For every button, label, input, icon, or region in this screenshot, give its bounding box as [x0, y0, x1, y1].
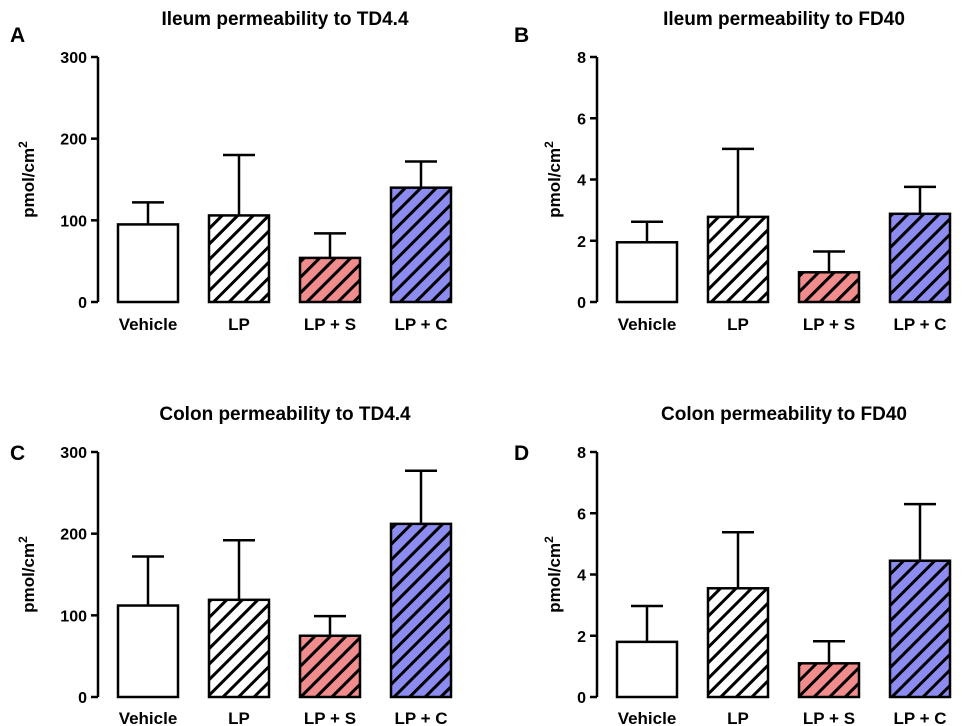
- y-axis-label-text: pmol/cm: [545, 148, 564, 218]
- bar-lp-c: [389, 186, 453, 304]
- panel-c: C Colon permeability to TD4.4 pmol/cm2 0 100…: [10, 404, 453, 726]
- y-tick-label: 300: [60, 445, 87, 462]
- bar-lp-s: [298, 256, 362, 304]
- x-category-label: LP + C: [394, 315, 447, 334]
- y-tick-label: 0: [78, 690, 87, 707]
- y-tick-label: 200: [60, 527, 87, 544]
- x-category-label: Vehicle: [618, 709, 677, 726]
- panel-letter: A: [10, 24, 25, 47]
- x-category-label: Vehicle: [119, 315, 178, 334]
- panel-letter: C: [10, 442, 25, 465]
- bar-vehicle: [615, 640, 679, 699]
- y-axis-label: pmol/cm2: [542, 141, 564, 218]
- y-tick-label: 4: [577, 173, 586, 190]
- y-axis-label-text: pmol/cm: [19, 543, 38, 613]
- bar-lp-s: [797, 271, 861, 304]
- panel-letter: B: [514, 24, 529, 47]
- y-axis-label-superscript: 2: [16, 536, 30, 543]
- bar-lp-c: [389, 522, 453, 699]
- bar-lp: [706, 587, 770, 699]
- chart-title: Colon permeability to TD4.4: [159, 404, 411, 425]
- x-category-label: Vehicle: [618, 315, 677, 334]
- y-tick-label: 6: [577, 111, 586, 128]
- y-axis-label-text: pmol/cm: [545, 543, 564, 613]
- x-category-label: LP: [228, 709, 250, 726]
- x-category-label: LP + S: [803, 709, 855, 726]
- y-tick-label: 300: [60, 50, 87, 67]
- bar-vehicle: [615, 241, 679, 304]
- y-tick-label: 2: [577, 629, 586, 646]
- bar-lp-s: [298, 634, 362, 699]
- y-tick-label: 2: [577, 234, 586, 251]
- y-axis-label: pmol/cm2: [16, 536, 38, 613]
- bar-vehicle: [116, 223, 180, 304]
- x-category-label: LP: [727, 315, 749, 334]
- x-category-label: LP + S: [304, 315, 356, 334]
- y-tick-label: 4: [577, 568, 586, 585]
- y-tick-label: 100: [60, 608, 87, 625]
- y-tick-label: 8: [577, 50, 586, 67]
- x-category-label: LP: [727, 709, 749, 726]
- y-axis-label-text: pmol/cm: [19, 148, 38, 218]
- chart-title: Ileum permeability to TD4.4: [161, 9, 408, 30]
- y-axis-label-superscript: 2: [16, 141, 30, 148]
- y-tick-label: 0: [577, 690, 586, 707]
- y-tick-label: 0: [577, 295, 586, 312]
- panel-a: A Ileum permeability to TD4.4 pmol/cm2 0 100…: [10, 9, 453, 334]
- x-category-label: LP + S: [304, 709, 356, 726]
- y-tick-label: 0: [78, 295, 87, 312]
- bar-vehicle: [116, 604, 180, 699]
- panel-letter: D: [514, 442, 529, 465]
- bar-lp-c: [888, 559, 952, 699]
- y-tick-label: 6: [577, 506, 586, 523]
- y-tick-label: 8: [577, 445, 586, 462]
- y-axis-label-superscript: 2: [542, 536, 556, 543]
- bar-lp-s: [797, 662, 861, 699]
- x-category-label: LP + C: [893, 315, 946, 334]
- x-category-label: LP + S: [803, 315, 855, 334]
- x-category-label: LP + C: [893, 709, 946, 726]
- chart-title: Ileum permeability to FD40: [663, 9, 905, 30]
- x-category-label: LP + C: [394, 709, 447, 726]
- bar-lp-c: [888, 212, 952, 304]
- bar-lp: [207, 214, 271, 304]
- y-tick-label: 200: [60, 132, 87, 149]
- bar-lp: [207, 598, 271, 699]
- x-category-label: LP: [228, 315, 250, 334]
- y-tick-label: 100: [60, 213, 87, 230]
- chart-title: Colon permeability to FD40: [661, 404, 907, 425]
- y-axis-label: pmol/cm2: [16, 141, 38, 218]
- y-axis-label-superscript: 2: [542, 141, 556, 148]
- bar-lp: [706, 215, 770, 304]
- y-axis-label: pmol/cm2: [542, 536, 564, 613]
- x-category-label: Vehicle: [119, 709, 178, 726]
